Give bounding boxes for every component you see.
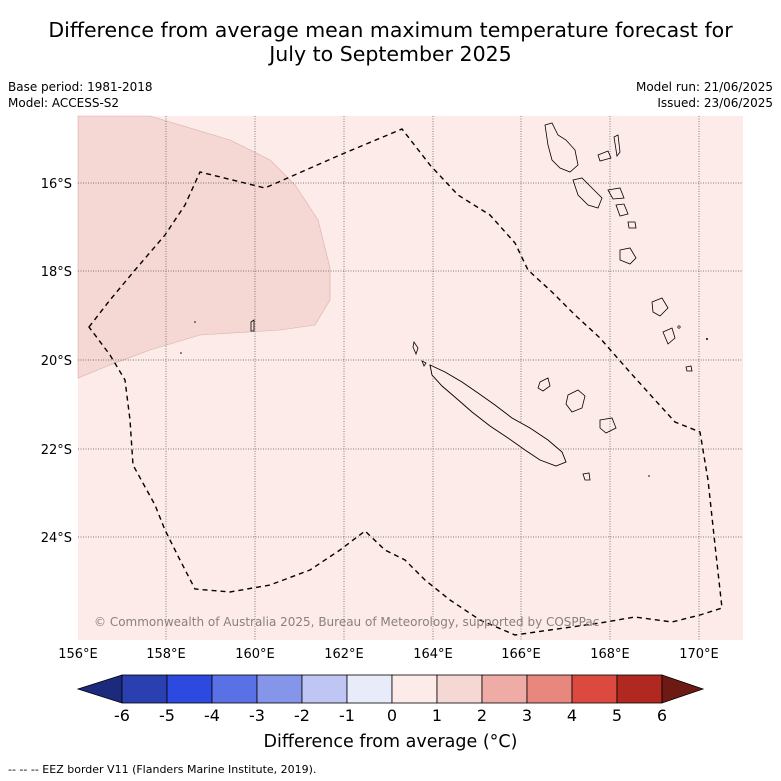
island-chesterfield [250,319,255,332]
island [412,340,419,356]
vanuatu-efate [619,247,637,265]
colorbar-tick: -3 [249,706,265,725]
colorbar-tick: 5 [612,706,622,725]
colorbar-cell [301,674,348,704]
colorbar-cell [616,674,663,704]
island-walpole [582,472,591,481]
colorbar-extend-low [76,674,123,704]
lat-label: 16°S [41,177,72,192]
island [421,360,427,367]
vanuatu-espiritu-santo [544,122,579,173]
colorbar-tick: 2 [477,706,487,725]
colorbar-tick: -1 [339,706,355,725]
colorbar-cell [391,674,438,704]
colorbar-cell [436,674,483,704]
vanuatu-aneityum [685,365,693,372]
colorbar-tick: 6 [657,706,667,725]
loyalty-island-ouvea [537,377,551,392]
vanuatu-pentecost [613,134,621,157]
colorbar: -6 -5 -4 -3 -2 -1 0 1 2 3 4 5 6 [76,674,705,725]
lon-label: 162°E [324,647,364,662]
island-dot [180,352,182,354]
colorbar-cell [121,674,168,704]
title-line-2: July to September 2025 [269,42,512,66]
island-dot [706,338,708,340]
eez-border [88,128,723,636]
colorbar-tick: 4 [567,706,577,725]
colorbar-label: Difference from average (°C) [263,732,518,752]
vanuatu-malakula [572,177,603,209]
colorbar-tick: 1 [432,706,442,725]
colorbar-cell [481,674,528,704]
vanuatu-tanna [662,327,676,345]
title-line-1: Difference from average mean maximum tem… [48,18,733,42]
lon-labels: 156°E 158°E 160°E 162°E 164°E 166°E 168°… [58,647,719,662]
colorbar-cell [166,674,213,704]
lat-label: 20°S [41,354,72,369]
colorbar-cell [211,674,258,704]
island-dot [677,325,681,329]
new-caledonia-island [429,364,567,467]
colorbar-tick: -5 [159,706,175,725]
lon-label: 166°E [501,647,541,662]
colorbar-cell [526,674,573,704]
lat-label: 24°S [41,531,72,546]
model-run: Model run: 21/06/2025 [635,80,773,94]
base-period: Base period: 1981-2018 [8,80,153,94]
vanuatu-epi [615,203,629,217]
loyalty-island-mare [599,417,617,434]
colorbar-tick: 3 [522,706,532,725]
colorbar-cell [256,674,303,704]
colorbar-tick: -6 [114,706,130,725]
model-name: Model: ACCESS-S2 [8,96,120,110]
vanuatu-shepherd [627,221,637,229]
colorbar-tick: 0 [387,706,397,725]
colorbar-cell [571,674,618,704]
lat-labels: 16°S 18°S 20°S 22°S 24°S [41,177,72,546]
vanuatu-erromango [651,297,669,317]
colorbar-extend-high [661,674,705,704]
copyright-text: © Commonwealth of Australia 2025, Bureau… [94,615,599,629]
lon-label: 164°E [413,647,453,662]
loyalty-island-lifou [565,389,586,413]
chart-title: Difference from average mean maximum tem… [0,18,781,66]
colorbar-tick: -4 [204,706,220,725]
island-dot [194,321,196,323]
colorbar-tick: -2 [294,706,310,725]
gridlines [78,116,743,640]
island-dot [648,475,650,477]
lat-label: 22°S [41,443,72,458]
vanuatu-ambrym [607,187,625,200]
issued-date: Issued: 23/06/2025 [657,96,773,110]
colorbar-cell [346,674,393,704]
lat-label: 18°S [41,265,72,280]
lon-label: 170°E [679,647,719,662]
lon-label: 156°E [58,647,98,662]
lon-label: 158°E [146,647,186,662]
lon-label: 168°E [590,647,630,662]
vanuatu-maewo [597,150,612,162]
lon-label: 160°E [235,647,275,662]
meta-right: Model run: 21/06/2025 Issued: 23/06/2025 [636,79,773,111]
meta-left: Base period: 1981-2018 Model: ACCESS-S2 [8,79,153,111]
eez-legend-note: -- -- -- EEZ border V11 (Flanders Marine… [8,763,317,776]
